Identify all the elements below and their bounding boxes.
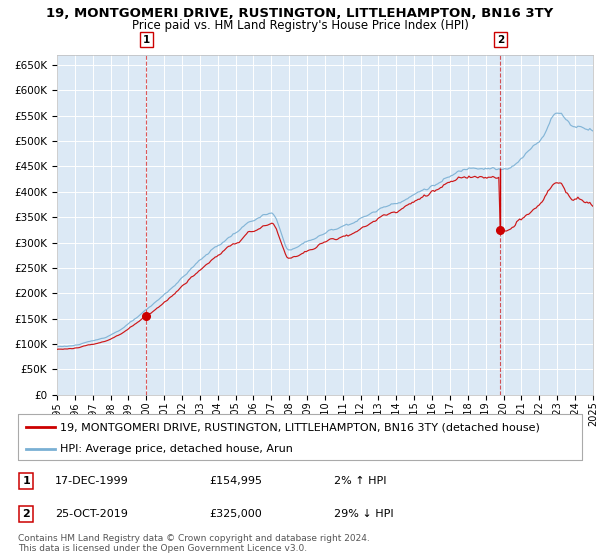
Text: Contains HM Land Registry data © Crown copyright and database right 2024.
This d: Contains HM Land Registry data © Crown c… [18,534,370,553]
Text: HPI: Average price, detached house, Arun: HPI: Average price, detached house, Arun [60,444,293,454]
Text: Price paid vs. HM Land Registry's House Price Index (HPI): Price paid vs. HM Land Registry's House … [131,19,469,32]
Text: £325,000: £325,000 [210,509,263,519]
Text: 1: 1 [23,475,31,486]
Text: 19, MONTGOMERI DRIVE, RUSTINGTON, LITTLEHAMPTON, BN16 3TY (detached house): 19, MONTGOMERI DRIVE, RUSTINGTON, LITTLE… [60,422,540,432]
Text: 25-OCT-2019: 25-OCT-2019 [55,509,128,519]
Text: 17-DEC-1999: 17-DEC-1999 [55,475,128,486]
Text: 2% ↑ HPI: 2% ↑ HPI [334,475,386,486]
Text: 1: 1 [143,35,150,45]
Text: 19, MONTGOMERI DRIVE, RUSTINGTON, LITTLEHAMPTON, BN16 3TY: 19, MONTGOMERI DRIVE, RUSTINGTON, LITTLE… [46,7,554,20]
Text: £154,995: £154,995 [210,475,263,486]
Text: 2: 2 [23,509,31,519]
Text: 2: 2 [497,35,504,45]
Text: 29% ↓ HPI: 29% ↓ HPI [334,509,394,519]
